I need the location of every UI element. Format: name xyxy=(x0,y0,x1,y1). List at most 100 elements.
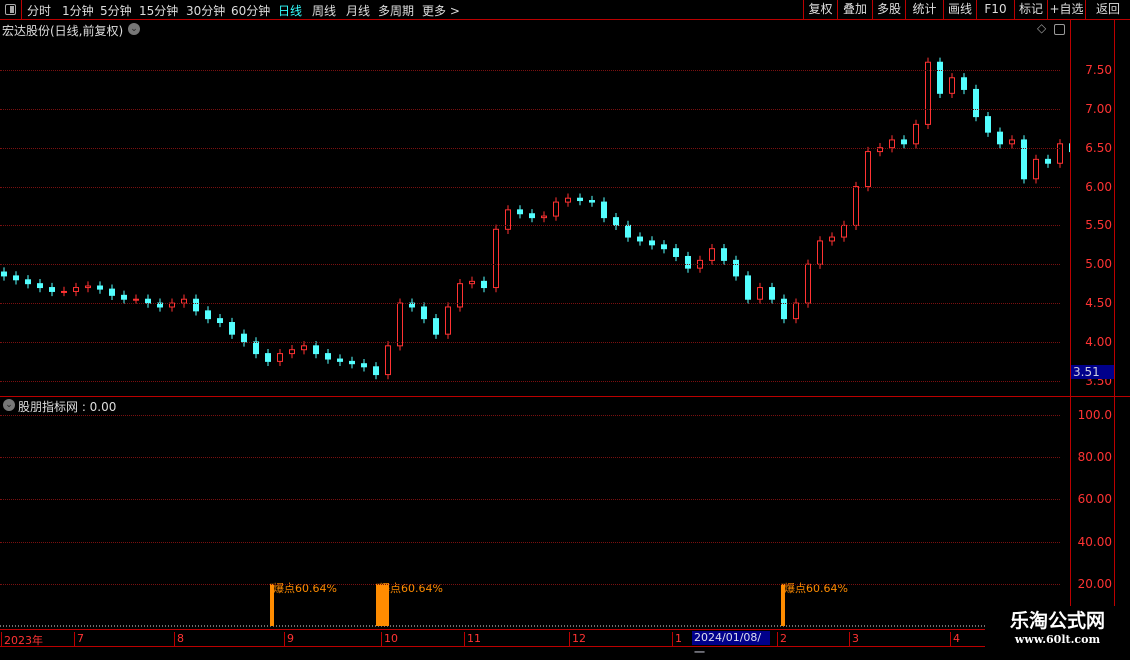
candle xyxy=(721,248,727,261)
gridline xyxy=(0,415,1060,416)
toolbar-button-4[interactable]: 画线 xyxy=(943,0,976,20)
candle xyxy=(493,228,499,289)
candle xyxy=(757,287,763,300)
candle xyxy=(781,298,787,320)
chevron-down-icon[interactable]: ⌄ xyxy=(128,23,140,35)
candle xyxy=(61,290,67,293)
candle xyxy=(829,236,835,242)
candle xyxy=(397,302,403,347)
candle xyxy=(421,306,427,320)
candle xyxy=(613,217,619,226)
y-tick-label: 100.0 xyxy=(1077,408,1112,422)
candle xyxy=(853,186,859,226)
candle xyxy=(13,275,19,281)
gridline xyxy=(0,341,1060,343)
candle xyxy=(49,287,55,292)
toolbar-button-1[interactable]: 叠加 xyxy=(837,0,872,20)
candle xyxy=(25,279,31,285)
candle xyxy=(229,322,235,335)
tab-0[interactable]: 分时 xyxy=(27,4,52,18)
candle xyxy=(601,201,607,219)
y-tick-label: 6.00 xyxy=(1085,179,1112,194)
candle xyxy=(889,139,895,149)
candle xyxy=(901,139,907,145)
candle xyxy=(541,215,547,219)
candle xyxy=(637,236,643,242)
candle xyxy=(205,310,211,320)
candle xyxy=(217,318,223,324)
candle xyxy=(649,240,655,246)
tab-9[interactable]: 多周期 xyxy=(378,4,415,18)
candle xyxy=(817,240,823,265)
toolbar-button-5[interactable]: F10 xyxy=(976,0,1014,20)
candle xyxy=(925,61,931,125)
tab-6[interactable]: 日线 xyxy=(278,4,303,18)
x-tick-label: 2023年 xyxy=(1,632,43,647)
candle xyxy=(1009,139,1015,145)
y-tick-label: 7.50 xyxy=(1085,63,1112,77)
toolbar-button-0[interactable]: 复权 xyxy=(803,0,837,20)
signal-bar xyxy=(376,583,389,626)
tab-1[interactable]: 1分钟 xyxy=(62,4,94,18)
y-tick-label: 60.00 xyxy=(1077,492,1112,507)
panel-toggle-icon[interactable] xyxy=(0,0,22,20)
toolbar-button-3[interactable]: 统计 xyxy=(905,0,943,20)
candle xyxy=(949,77,955,94)
y-tick-label: 7.00 xyxy=(1085,101,1112,116)
toolbar-button-2[interactable]: 多股 xyxy=(872,0,905,20)
candle xyxy=(529,213,535,219)
layout-toggle-icon[interactable] xyxy=(1054,24,1065,35)
watermark-name: 乐淘公式网 xyxy=(1009,610,1105,632)
signal-bar xyxy=(781,583,785,626)
candle xyxy=(133,298,139,301)
candle xyxy=(445,306,451,335)
candle xyxy=(457,283,463,308)
candle xyxy=(385,345,391,376)
toolbar-button-7[interactable]: +自选 xyxy=(1047,0,1085,20)
chevron-down-icon[interactable]: ⌄ xyxy=(3,399,15,411)
candle xyxy=(709,248,715,261)
candle xyxy=(841,224,847,238)
candle xyxy=(193,298,199,312)
y-tick-label: 4.50 xyxy=(1085,296,1112,311)
tab-5[interactable]: 60分钟 xyxy=(231,4,271,18)
candle xyxy=(733,259,739,277)
gridline xyxy=(0,225,1060,227)
candle xyxy=(265,353,271,362)
candle xyxy=(481,280,487,289)
watermark-url: www.60lt.com xyxy=(1014,633,1101,646)
gridline xyxy=(0,541,1060,543)
tab-4[interactable]: 30分钟 xyxy=(186,4,226,18)
tab-8[interactable]: 月线 xyxy=(346,4,371,18)
gridline xyxy=(0,186,1060,188)
gridline xyxy=(0,380,1060,382)
x-tick-label: 11 xyxy=(464,632,481,646)
x-tick-label: 8 xyxy=(174,632,184,646)
candle xyxy=(793,302,799,320)
candle xyxy=(865,151,871,188)
candle xyxy=(745,275,751,300)
candle xyxy=(121,294,127,300)
indicator-chart: 爆点60.64% 爆点60.64% 爆点60.64% xyxy=(0,581,1068,627)
toolbar-button-6[interactable]: 标记 xyxy=(1014,0,1047,20)
tab-2[interactable]: 5分钟 xyxy=(100,4,132,18)
candle xyxy=(277,353,283,362)
candle xyxy=(433,318,439,335)
candle xyxy=(109,288,115,296)
tab-7[interactable]: 周线 xyxy=(312,4,337,18)
candle xyxy=(373,366,379,376)
candle xyxy=(577,197,583,202)
x-tick-label: 1 xyxy=(672,632,682,646)
x-tick-label: 7 xyxy=(74,632,84,646)
watermark: 乐淘公式网 www.60lt.com xyxy=(985,606,1130,650)
candle xyxy=(661,244,667,250)
indicator-title: 股朋指标网 : 0.00 xyxy=(18,400,117,414)
tab-3[interactable]: 15分钟 xyxy=(139,4,179,18)
y-tick-label: 4.00 xyxy=(1085,334,1112,349)
candle xyxy=(985,116,991,133)
gridline xyxy=(0,147,1060,149)
tab-10[interactable]: 更多 > xyxy=(422,4,460,18)
x-tick-label: 2 xyxy=(777,632,787,646)
toolbar-button-8[interactable]: 返回 xyxy=(1085,0,1130,20)
diamond-icon[interactable]: ◇ xyxy=(1037,21,1047,35)
